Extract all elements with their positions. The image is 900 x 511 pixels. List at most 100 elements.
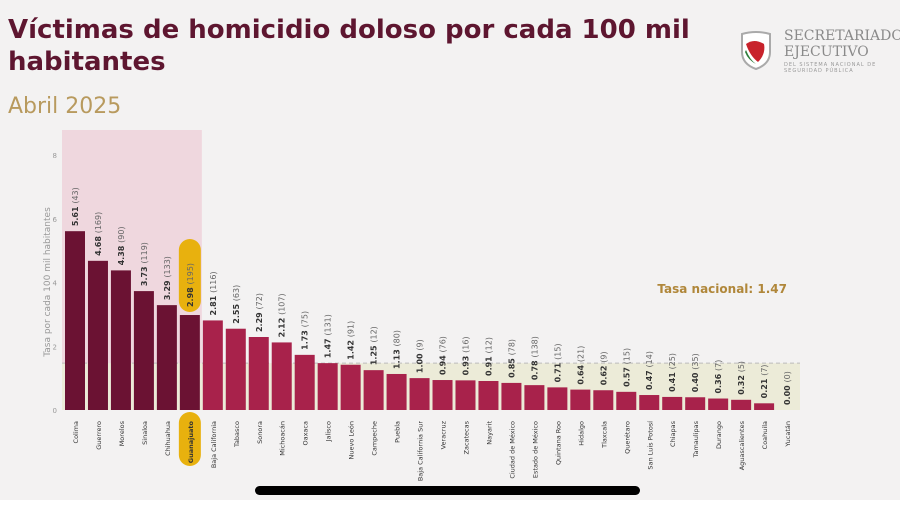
y-tick-label: 8 [53, 152, 57, 160]
value-label: 1.47 [324, 336, 333, 359]
value-label: 0.91 [484, 353, 493, 376]
data-label: 0.32 (5) [737, 361, 746, 395]
victims-label: (5) [737, 361, 746, 372]
data-label: 2.29 (72) [255, 293, 264, 332]
bar-ciudad-de-méxico [501, 382, 522, 410]
category-label: Yucatán [784, 421, 792, 448]
category-label: Zacatecas [462, 420, 470, 454]
category-label: Estado de México [531, 421, 539, 478]
victims-label: (14) [645, 351, 654, 367]
bar-jalisco [317, 363, 338, 410]
bar-chihuahua [156, 305, 177, 410]
value-label: 1.73 [301, 327, 310, 350]
victims-label: (7) [714, 360, 723, 371]
value-label: 0.40 [691, 370, 700, 393]
data-label: 0.71 (15) [553, 343, 562, 382]
category-label: Hidalgo [577, 421, 585, 446]
bar-querétaro [616, 391, 637, 410]
category-label: Tamaulipas [692, 420, 700, 458]
victims-label: (21) [576, 346, 585, 362]
bar-chiapas [662, 396, 683, 410]
bar-morelos [110, 270, 131, 410]
value-label: 2.81 [209, 293, 218, 316]
bar-baja-california [202, 320, 223, 410]
value-label: 5.61 [71, 204, 80, 227]
highlight-value-pill [178, 239, 201, 313]
bar-coahuila [754, 403, 775, 410]
victims-label: (107) [278, 293, 287, 315]
value-label: 2.12 [278, 315, 287, 338]
y-tick-label: 6 [53, 216, 58, 224]
bar-sinaloa [133, 291, 154, 410]
value-label: 2.55 [232, 301, 241, 324]
category-label: Coahuila [761, 421, 769, 449]
category-label: Ciudad de México [508, 421, 516, 479]
category-label: Colima [72, 421, 80, 443]
y-axis-label: Tasa por cada 100 mil habitantes [43, 207, 53, 358]
victims-label: (12) [484, 337, 493, 353]
data-label: 0.64 (21) [576, 346, 585, 385]
victims-label: (131) [324, 314, 333, 336]
value-label: 1.25 [370, 343, 379, 366]
bar-sonora [248, 337, 269, 410]
category-label: Guanajuato [187, 420, 195, 463]
victims-label: (91) [347, 321, 356, 337]
bar-michoacán [271, 342, 292, 410]
data-label: 5.61 (43) [71, 187, 80, 226]
value-label: 0.71 [553, 360, 562, 383]
victims-label: (72) [255, 293, 264, 309]
value-label: 0.32 [737, 372, 746, 395]
bar-estado-de-méxico [524, 385, 545, 410]
victims-label: (15) [622, 348, 631, 364]
y-tick-label: 0 [53, 407, 57, 415]
category-label: Aguascalientes [738, 420, 746, 470]
data-label: 4.68 (169) [94, 212, 103, 256]
data-label: 0.21 (7) [760, 364, 769, 398]
victims-label: (138) [530, 336, 539, 358]
chart-title: Víctimas de homicidio doloso por cada 10… [8, 15, 690, 77]
value-label: 0.78 [530, 358, 539, 381]
category-label: Michoacán [279, 421, 287, 456]
bar-zacatecas [455, 380, 476, 410]
data-label: 1.13 (80) [393, 330, 402, 369]
logo-line1: SECRETARIADO [784, 28, 900, 44]
data-label: 0.93 (16) [461, 336, 470, 375]
bar-colima [65, 231, 85, 410]
value-label: 0.64 [576, 362, 585, 385]
bar-aguascalientes [731, 399, 752, 410]
secretariado-logo: SECRETARIADO EJECUTIVO DEL SISTEMA NACIO… [740, 28, 900, 78]
data-label: 0.40 (35) [691, 353, 700, 392]
victims-label: (195) [186, 263, 195, 285]
value-label: 0.47 [645, 367, 654, 390]
category-label: Nayarit [485, 421, 493, 445]
category-label: Chiapas [669, 420, 677, 447]
victims-label: (43) [71, 187, 80, 203]
data-label: 0.62 (9) [599, 351, 608, 385]
value-label: 0.36 [714, 371, 723, 394]
data-label: 1.42 (91) [347, 321, 356, 360]
victims-label: (25) [668, 353, 677, 369]
bar-puebla [386, 373, 407, 410]
value-label: 0.57 [622, 364, 631, 387]
data-label: 0.85 (78) [507, 339, 516, 378]
victims-label: (63) [232, 285, 241, 301]
category-label: Morelos [118, 420, 126, 446]
home-indicator-bar[interactable] [255, 486, 640, 495]
data-label: 3.73 (119) [140, 242, 149, 286]
value-label: 4.68 [94, 233, 103, 256]
victims-label: (0) [783, 371, 792, 382]
bar-guanajuato [179, 315, 200, 410]
data-label: 1.00 (9) [416, 339, 425, 373]
victims-label: (119) [140, 242, 149, 264]
logo-line2: EJECUTIVO [784, 44, 869, 60]
bar-tlaxcala [593, 390, 614, 410]
data-label: 1.73 (75) [301, 311, 310, 350]
category-label: Oaxaca [302, 421, 310, 446]
value-label: 0.85 [507, 355, 516, 378]
value-label: 0.21 [760, 376, 769, 399]
bar-oaxaca [294, 354, 315, 410]
value-label: 1.42 [347, 337, 356, 360]
value-label: 0.62 [599, 363, 608, 386]
bar-san-luis-potosí [639, 395, 660, 410]
